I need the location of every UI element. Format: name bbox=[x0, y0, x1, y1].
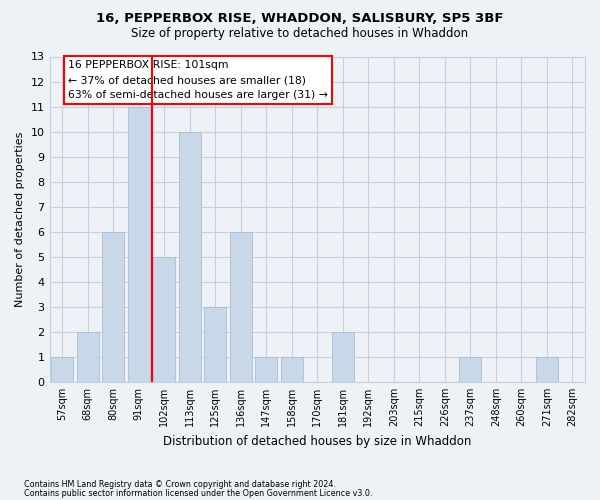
Bar bbox=[460, 357, 481, 382]
Bar bbox=[128, 106, 149, 382]
Bar bbox=[281, 357, 302, 382]
Bar bbox=[103, 232, 124, 382]
Bar bbox=[154, 257, 175, 382]
Text: 16, PEPPERBOX RISE, WHADDON, SALISBURY, SP5 3BF: 16, PEPPERBOX RISE, WHADDON, SALISBURY, … bbox=[96, 12, 504, 26]
Text: Contains public sector information licensed under the Open Government Licence v3: Contains public sector information licen… bbox=[24, 488, 373, 498]
X-axis label: Distribution of detached houses by size in Whaddon: Distribution of detached houses by size … bbox=[163, 434, 472, 448]
Bar bbox=[332, 332, 353, 382]
Bar bbox=[179, 132, 200, 382]
Bar bbox=[536, 357, 557, 382]
Bar bbox=[230, 232, 251, 382]
Bar bbox=[52, 357, 73, 382]
Bar bbox=[77, 332, 98, 382]
Text: 16 PEPPERBOX RISE: 101sqm
← 37% of detached houses are smaller (18)
63% of semi-: 16 PEPPERBOX RISE: 101sqm ← 37% of detac… bbox=[68, 60, 328, 100]
Text: Contains HM Land Registry data © Crown copyright and database right 2024.: Contains HM Land Registry data © Crown c… bbox=[24, 480, 336, 489]
Bar bbox=[256, 357, 277, 382]
Bar bbox=[205, 307, 226, 382]
Y-axis label: Number of detached properties: Number of detached properties bbox=[15, 132, 25, 307]
Text: Size of property relative to detached houses in Whaddon: Size of property relative to detached ho… bbox=[131, 28, 469, 40]
